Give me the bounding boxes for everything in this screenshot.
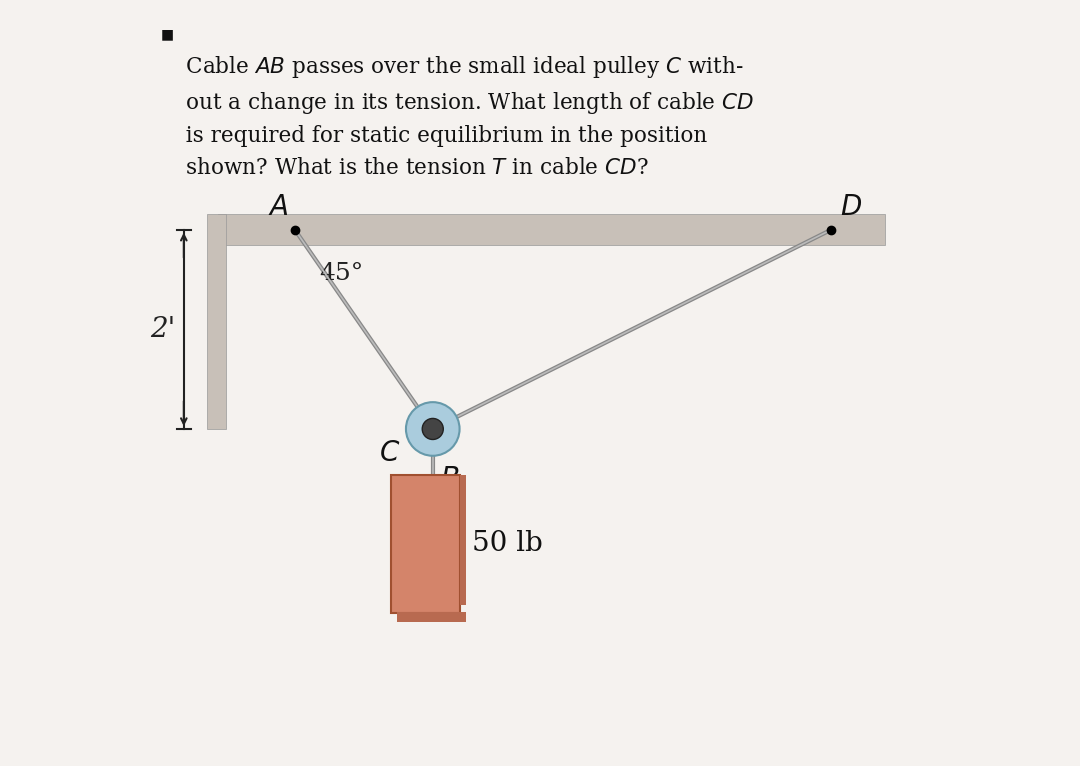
Circle shape — [422, 418, 443, 440]
Bar — [218, 214, 885, 245]
Circle shape — [406, 402, 460, 456]
Text: 2': 2' — [150, 316, 175, 343]
Bar — [396, 612, 465, 622]
Bar — [391, 475, 460, 613]
Bar — [206, 214, 226, 429]
Text: $B$: $B$ — [441, 466, 460, 493]
Text: 45°: 45° — [320, 262, 364, 285]
Text: $C$: $C$ — [379, 440, 401, 467]
Text: ■: ■ — [161, 27, 174, 41]
Text: Cable $AB$ passes over the small ideal pulley $C$ with-
  out a change in its te: Cable $AB$ passes over the small ideal p… — [173, 54, 755, 178]
Text: $D$: $D$ — [840, 194, 862, 221]
Text: 50 lb: 50 lb — [472, 530, 542, 558]
Text: $A$: $A$ — [268, 194, 288, 221]
Bar — [460, 475, 465, 605]
